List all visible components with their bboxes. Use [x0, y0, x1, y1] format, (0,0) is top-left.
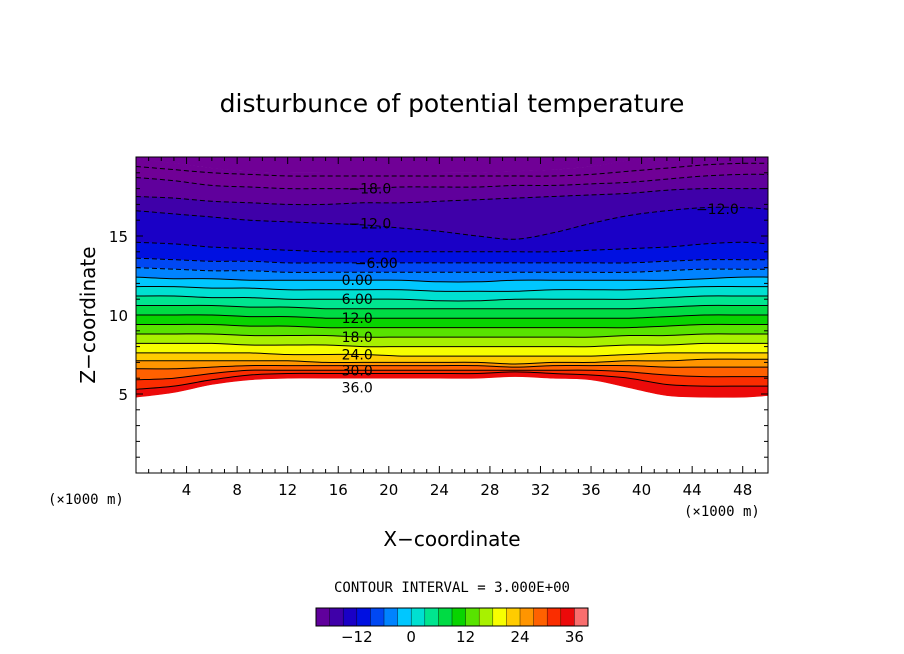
contour-line	[136, 276, 768, 283]
contour-label: −12.0	[696, 202, 739, 218]
colorbar-cell	[438, 608, 453, 626]
x-tick-label: 20	[379, 481, 398, 499]
colorbar-cell	[384, 608, 398, 626]
colorbar-cell	[560, 608, 575, 626]
contour-line	[136, 285, 768, 292]
colorbar-cell	[547, 608, 562, 626]
contour-label: −6.00	[355, 256, 398, 272]
x-tick-label: 4	[182, 481, 192, 499]
contour-line	[136, 323, 768, 329]
colorbar-cell	[520, 608, 534, 626]
contour-line	[136, 352, 768, 357]
colorbar-cell	[411, 608, 426, 626]
contour-label: −18.0	[348, 182, 391, 198]
contour-line	[136, 342, 768, 348]
contour-lines	[136, 162, 768, 390]
x-tick-label: 12	[278, 481, 297, 499]
contour-line	[136, 369, 768, 381]
contour-line	[136, 206, 768, 240]
y-tick-label: 5	[118, 386, 128, 404]
contour-label: 18.0	[342, 330, 373, 346]
x-tick-label: 8	[232, 481, 242, 499]
contour-label: 6.00	[342, 292, 373, 308]
colorbar-cell	[370, 608, 385, 626]
x-tick-label: 48	[733, 481, 752, 499]
y-axis-label: Z−coordinate	[76, 246, 100, 383]
x-axis-ticks: 4 8 12 16 20 24 28 32 36 40 44 48	[148, 157, 756, 499]
contour-line	[136, 241, 768, 253]
contour-line	[136, 173, 768, 190]
contour-label: 12.0	[342, 311, 373, 327]
chart-title: disturbunce of potential temperature	[220, 89, 685, 118]
colorbar-tick-label: 12	[456, 628, 475, 646]
contour-line	[136, 267, 768, 273]
contour-line	[136, 257, 768, 264]
colorbar-cell	[356, 608, 371, 626]
y-tick-label: 15	[109, 228, 128, 246]
contour-interval-text: CONTOUR INTERVAL = 3.000E+00	[334, 580, 570, 596]
x-axis-label: X−coordinate	[383, 527, 520, 551]
contour-line	[136, 358, 768, 365]
colorbar-cell	[397, 608, 412, 626]
x-tick-label: 28	[480, 481, 499, 499]
colorbar-cell	[424, 608, 439, 626]
x-axis-unit-right: (×1000 m)	[684, 504, 760, 520]
colorbar-cell	[343, 608, 358, 626]
contour-label: 30.0	[342, 363, 373, 379]
colorbar-cell	[492, 608, 507, 626]
colorbar: −12 0 12 24 36	[315, 607, 589, 646]
colorbar-tick-label: −12	[341, 628, 373, 646]
contour-line	[136, 304, 768, 310]
x-tick-label: 40	[632, 481, 651, 499]
contour-fill-bands	[136, 157, 768, 398]
colorbar-cell	[329, 608, 344, 626]
y-axis-ticks: 5 10 15	[109, 172, 768, 458]
x-axis-unit-left: (×1000 m)	[48, 492, 124, 508]
contour-label: −12.0	[348, 216, 391, 232]
contour-line	[136, 333, 768, 338]
contour-label: 36.0	[342, 381, 373, 397]
colorbar-cell	[533, 608, 548, 626]
x-tick-label: 36	[581, 481, 600, 499]
contour-label: 24.0	[342, 348, 373, 364]
contour-line	[136, 364, 768, 370]
colorbar-cell	[465, 608, 480, 626]
colorbar-cell	[452, 608, 466, 626]
colorbar-cell	[479, 608, 494, 626]
contour-band-top	[136, 157, 768, 173]
x-tick-label: 44	[683, 481, 702, 499]
colorbar-frame	[315, 607, 589, 627]
x-tick-label: 32	[531, 481, 550, 499]
contour-line	[136, 162, 768, 177]
colorbar-tick-label: 24	[510, 628, 529, 646]
colorbar-tick-label: 36	[565, 628, 584, 646]
contour-label: 0.00	[342, 273, 373, 289]
contour-line	[136, 295, 768, 302]
contour-line	[136, 187, 768, 206]
colorbar-cell	[506, 608, 521, 626]
contour-line	[136, 314, 768, 319]
y-tick-label: 10	[109, 307, 128, 325]
x-tick-label: 24	[430, 481, 449, 499]
colorbar-cell	[574, 608, 589, 626]
colorbar-cell	[316, 608, 330, 626]
x-tick-label: 16	[329, 481, 348, 499]
contour-labels: −18.0 −12.0 −12.0 −6.000.00 6.00 12.0 18.0 24.0…	[342, 182, 739, 397]
colorbar-tick-label: 0	[406, 628, 416, 646]
contour-line	[136, 371, 768, 390]
